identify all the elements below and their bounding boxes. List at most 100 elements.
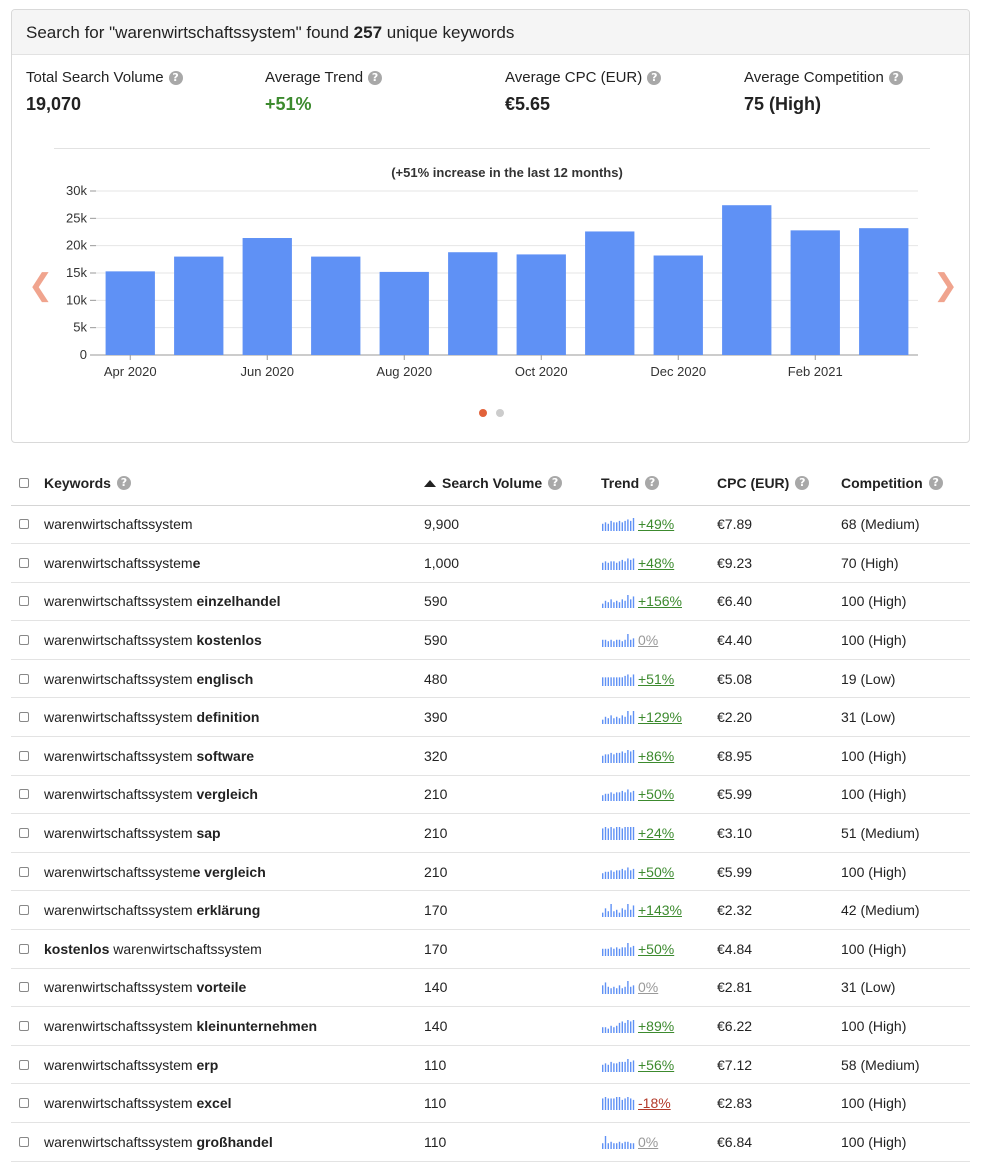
sparkline-bar	[632, 985, 635, 995]
header-keywords[interactable]: Keywords?	[44, 462, 424, 506]
question-mark-icon[interactable]: ?	[795, 476, 810, 491]
question-mark-icon[interactable]: ?	[168, 70, 183, 85]
header-competition[interactable]: Competition?	[841, 462, 970, 506]
sparkline-bar	[630, 1143, 632, 1149]
table-row[interactable]: warenwirtschaftssystem kostenlos 590 0% €4.…	[11, 620, 970, 660]
trend-link[interactable]: +49%	[638, 516, 675, 533]
header-trend[interactable]: Trend?	[601, 462, 717, 506]
sparkline-bar	[618, 602, 621, 609]
keyword-count: 257	[353, 23, 383, 42]
sparkline-bar	[632, 868, 635, 879]
trend-link[interactable]: +51%	[638, 670, 675, 687]
chart-bar	[585, 231, 635, 355]
trend-link[interactable]: 0%	[638, 979, 659, 996]
row-checkbox[interactable]	[19, 982, 29, 993]
question-mark-icon[interactable]: ?	[647, 70, 662, 85]
cpc-cell: €9.23	[717, 543, 841, 583]
row-checkbox[interactable]	[19, 789, 29, 800]
row-checkbox[interactable]	[19, 596, 29, 607]
header-search-volume[interactable]: Search Volume?	[424, 462, 601, 506]
row-checkbox[interactable]	[19, 750, 29, 761]
trend-link[interactable]: +50%	[638, 940, 675, 957]
header-cpc[interactable]: CPC (EUR)?	[717, 462, 841, 506]
row-checkbox[interactable]	[19, 673, 29, 684]
row-checkbox[interactable]	[19, 712, 29, 723]
row-checkbox[interactable]	[19, 943, 29, 954]
sparkline-bar	[632, 945, 635, 956]
row-checkbox[interactable]	[19, 635, 29, 646]
keyword-base: warenwirtschaftssystem	[44, 786, 197, 803]
trend-link[interactable]: 0%	[638, 632, 659, 649]
sparkline-bar	[604, 754, 607, 763]
select-all-checkbox[interactable]	[19, 478, 29, 489]
sparkline-bar	[630, 639, 632, 648]
table-row[interactable]: warenwirtschaftssystem excel 110 -18% €2.83…	[11, 1083, 970, 1123]
sparkline-bar	[604, 522, 607, 532]
trend-link[interactable]: 0%	[638, 1133, 659, 1150]
table-row[interactable]: warenwirtschaftssystem kleinunternehmen 1…	[11, 1006, 970, 1046]
trend-link[interactable]: +48%	[638, 554, 675, 571]
trend-link[interactable]: -18%	[638, 1095, 671, 1112]
sparkline-bar	[604, 982, 607, 995]
sparkline-bar	[630, 521, 632, 532]
sparkline-bar	[616, 677, 618, 686]
trend-link[interactable]: +24%	[638, 825, 675, 842]
table-row[interactable]: warenwirtschaftssystem erklärung 170 +143%…	[11, 890, 970, 931]
summary-suffix: unique keywords	[386, 23, 515, 42]
chevron-left-icon[interactable]: ❮	[28, 268, 54, 303]
table-row[interactable]: warenwirtschaftssystem einzelhandel 590 +1…	[11, 582, 970, 622]
table-row[interactable]: warenwirtschaftssystem sap 210 +24% €3.10 51…	[11, 813, 970, 853]
table-row[interactable]: warenwirtschaftssystem definition 390 +129…	[11, 697, 970, 738]
sparkline-bar	[618, 521, 621, 532]
row-checkbox[interactable]	[19, 828, 29, 839]
table-row[interactable]: warenwirtschaftssysteme vergleich 210 +50%…	[11, 852, 970, 892]
table-row[interactable]: warenwirtschaftssystem software 320 +86% €8…	[11, 736, 970, 776]
table-row[interactable]: warenwirtschaftssystem erp 110 +56% €7.12 58…	[11, 1045, 970, 1085]
question-mark-icon[interactable]: ?	[928, 476, 943, 491]
question-mark-icon[interactable]: ?	[368, 70, 383, 85]
row-checkbox[interactable]	[19, 866, 29, 877]
question-mark-icon[interactable]: ?	[548, 476, 563, 491]
row-checkbox[interactable]	[19, 905, 29, 916]
keyword-modifier: e vergleich	[192, 863, 266, 880]
keyword-cell: warenwirtschaftssystem	[44, 505, 424, 545]
table-row[interactable]: warenwirtschaftssysteme 1,000 +48% €9.23 70 …	[11, 543, 970, 583]
metric-total-search-volume: Total Search Volume? 19,070	[26, 69, 183, 115]
trend-link[interactable]: +50%	[638, 786, 675, 803]
trend-link[interactable]: +56%	[638, 1056, 675, 1073]
sparkline-bar	[616, 988, 618, 995]
trend-link[interactable]: +129%	[638, 709, 682, 726]
row-checkbox[interactable]	[19, 1098, 29, 1109]
carousel-dot-1[interactable]	[479, 409, 487, 417]
trend-link[interactable]: +156%	[638, 593, 682, 610]
table-row[interactable]: warenwirtschaftssystem englisch 480 +51% €5…	[11, 659, 970, 699]
sparkline-bar	[621, 1061, 623, 1072]
carousel-dot-2[interactable]	[496, 409, 504, 417]
sparkline-bar	[602, 948, 604, 956]
question-mark-icon[interactable]: ?	[888, 70, 903, 85]
table-row[interactable]: warenwirtschaftssystem 9,900 +49% €7.89 68 (…	[11, 505, 970, 545]
chevron-right-icon[interactable]: ❯	[933, 268, 959, 303]
table-row[interactable]: warenwirtschaftssystem großhandel 110 0% €6…	[11, 1122, 970, 1162]
sparkline	[602, 1097, 635, 1111]
table-row[interactable]: warenwirtschaftssystem vergleich 210 +50% €…	[11, 775, 970, 815]
row-checkbox[interactable]	[19, 1021, 29, 1032]
sparkline-bar	[610, 869, 612, 879]
row-checkbox[interactable]	[19, 1059, 29, 1070]
chart-bar	[722, 205, 772, 355]
sparkline-bar	[621, 599, 623, 609]
keyword-modifier: excel	[196, 1095, 232, 1112]
sparkline-bar	[621, 677, 623, 686]
table-row[interactable]: kostenlos warenwirtschaftssystem 170 +50% €…	[11, 929, 970, 969]
question-mark-icon[interactable]: ?	[116, 476, 131, 491]
keyword-base: warenwirtschaftssystem	[44, 979, 197, 996]
row-checkbox[interactable]	[19, 557, 29, 568]
row-checkbox[interactable]	[19, 519, 29, 530]
trend-link[interactable]: +50%	[638, 863, 675, 880]
row-checkbox[interactable]	[19, 1136, 29, 1147]
question-mark-icon[interactable]: ?	[645, 476, 660, 491]
trend-link[interactable]: +86%	[638, 747, 675, 764]
trend-link[interactable]: +89%	[638, 1018, 675, 1035]
table-row[interactable]: warenwirtschaftssystem vorteile 140 0% €2.8…	[11, 968, 970, 1008]
trend-link[interactable]: +143%	[638, 902, 682, 919]
